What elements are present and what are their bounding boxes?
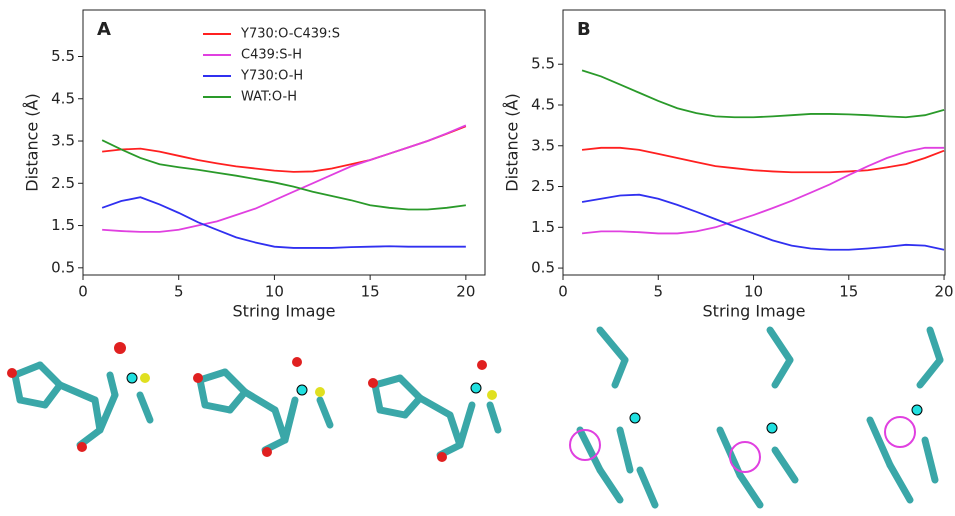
x-tick-label: 20 xyxy=(935,283,954,301)
molecule-images xyxy=(7,326,944,509)
y-tick-label: 2.5 xyxy=(531,177,555,195)
series-line xyxy=(581,146,945,174)
y-tick-label: 0.5 xyxy=(51,258,75,276)
panel-label: B xyxy=(577,19,591,40)
y-axis-label: Distance (Å) xyxy=(23,93,42,191)
series-line xyxy=(581,193,945,251)
y-tick-label: 3.5 xyxy=(51,132,75,150)
series-line xyxy=(101,196,466,249)
y-tick-label: 4.5 xyxy=(531,95,555,113)
x-tick-label: 0 xyxy=(78,283,88,301)
y-axis-label: Distance (Å) xyxy=(503,93,522,191)
y-tick-label: 0.5 xyxy=(531,259,555,277)
plot-frame xyxy=(82,9,486,276)
series-line xyxy=(102,125,467,173)
y-tick-label: 1.5 xyxy=(51,216,75,234)
legend-label: Y730:O-H xyxy=(240,69,303,84)
x-tick-label: 5 xyxy=(174,283,184,301)
plot-frame xyxy=(562,9,946,276)
y-tick-label: 2.5 xyxy=(51,174,75,192)
y-tick-label: 4.5 xyxy=(51,89,75,107)
structure-a1 xyxy=(7,342,154,452)
series-line xyxy=(101,139,466,211)
y-tick-label: 3.5 xyxy=(531,136,555,154)
x-axis-label: String Image xyxy=(703,302,806,321)
structure-a3 xyxy=(368,360,502,462)
series-line xyxy=(581,146,945,235)
x-tick-label: 10 xyxy=(744,283,763,301)
legend-label: WAT:O-H xyxy=(241,90,297,105)
y-tick-label: 5.5 xyxy=(531,55,555,73)
x-tick-label: 0 xyxy=(558,283,568,301)
structure-b xyxy=(569,326,944,509)
y-tick-label: 5.5 xyxy=(51,47,75,65)
x-tick-label: 20 xyxy=(456,283,475,301)
x-tick-label: 5 xyxy=(653,283,663,301)
x-tick-label: 15 xyxy=(839,283,858,301)
series-line xyxy=(102,124,467,233)
y-tick-label: 1.5 xyxy=(531,218,555,236)
legend-label: Y730:O-C439:S xyxy=(240,27,340,42)
structure-a2 xyxy=(193,357,334,457)
panel-label: A xyxy=(97,19,111,40)
series-line xyxy=(581,69,945,119)
x-tick-label: 10 xyxy=(265,283,284,301)
legend-label: C439:S-H xyxy=(241,48,302,63)
x-tick-label: 15 xyxy=(361,283,380,301)
x-axis-label: String Image xyxy=(233,302,336,321)
